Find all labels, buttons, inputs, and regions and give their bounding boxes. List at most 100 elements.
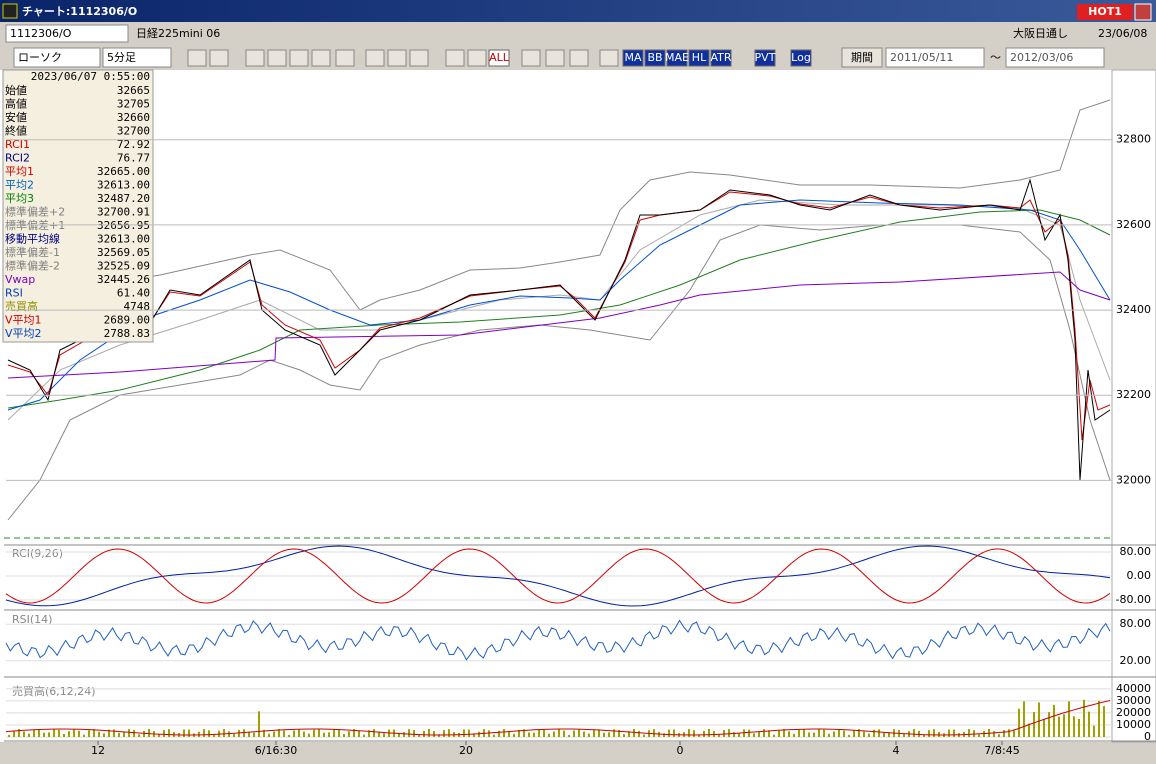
info-label: 売買高 [5, 299, 38, 313]
tool-icon[interactable] [790, 49, 812, 67]
tool-icon-label: MAE [665, 51, 689, 64]
volume-bar [128, 729, 130, 737]
tool-icon[interactable] [688, 49, 710, 67]
volume-bar [573, 730, 575, 737]
volume-bar [748, 729, 750, 737]
tool-icon[interactable] [365, 49, 385, 67]
to-date[interactable] [1005, 47, 1105, 68]
volume-bar [333, 729, 335, 737]
tool-icon[interactable] [488, 49, 510, 67]
panel-label: 売買高(6,12,24) [12, 684, 96, 698]
close-button[interactable] [1134, 3, 1152, 21]
volume-bar [428, 729, 430, 737]
session: 大阪日通し [1013, 26, 1068, 40]
volume-bar [633, 729, 635, 737]
volume-bar [818, 729, 820, 737]
volume-bar [1098, 701, 1100, 737]
tool-icon[interactable] [335, 49, 355, 67]
info-value: 32660 [117, 111, 150, 124]
tool-icon[interactable] [245, 49, 265, 67]
tool-icon[interactable] [644, 49, 666, 67]
tool-icon[interactable] [187, 49, 207, 67]
right-axis [1111, 69, 1156, 743]
volume-bar [1063, 714, 1065, 737]
volume-bar [348, 731, 350, 737]
volume-bar [328, 732, 330, 737]
tool-icon[interactable] [445, 49, 465, 67]
tool-icon[interactable] [754, 49, 776, 67]
tool-icon[interactable] [521, 49, 541, 67]
volume-bar [108, 729, 110, 737]
tool-icon[interactable] [267, 49, 287, 67]
volume-bar [953, 729, 955, 737]
tool-icon[interactable] [666, 49, 688, 67]
volume-bar [488, 730, 490, 737]
volume-bar [998, 734, 1000, 737]
chart-kind-select[interactable] [13, 47, 101, 68]
volume-bar [303, 731, 305, 737]
tool-icon-label: HL [692, 51, 707, 64]
volume-bar [1103, 706, 1105, 737]
volume-bar [508, 731, 510, 737]
info-label: 終値 [5, 124, 27, 138]
rci-short [5, 548, 1111, 604]
info-label: 標準偏差-1 [5, 245, 60, 259]
volume-bar [23, 731, 25, 737]
tool-icon-label: ATR [710, 51, 731, 64]
period-button[interactable] [841, 47, 883, 68]
volume-bar [83, 734, 85, 737]
tool-icon[interactable] [710, 49, 732, 67]
info-value: 32656.95 [97, 219, 150, 232]
volume-bar [113, 729, 115, 737]
volume-bar [688, 729, 690, 737]
volume-bar [58, 729, 60, 737]
tool-icon[interactable] [569, 49, 589, 67]
volume-bar [933, 729, 935, 737]
tool-icon[interactable] [545, 49, 565, 67]
volume-bar [638, 730, 640, 737]
volume-bar [608, 732, 610, 737]
hot-badge[interactable] [1077, 4, 1133, 20]
volume-bar [498, 730, 500, 737]
tool-icon[interactable] [289, 49, 309, 67]
tool-icon[interactable] [622, 49, 644, 67]
volume-bar [663, 733, 665, 737]
volume-bar [368, 730, 370, 737]
date-sep: 〜 [990, 51, 1001, 64]
tool-icon[interactable] [409, 49, 429, 67]
info-value: 32700 [117, 125, 150, 138]
tool-icon[interactable] [209, 49, 229, 67]
info-time: 2023/06/07 0:55:00 [31, 70, 150, 83]
volume-bar [383, 733, 385, 737]
info-label: V平均2 [5, 327, 42, 340]
info-label: 安値 [5, 110, 27, 124]
tool-icon[interactable] [599, 49, 619, 67]
volume-bar [548, 733, 550, 737]
from-date[interactable] [885, 47, 985, 68]
symbol-box[interactable] [5, 24, 129, 43]
volume-bar [103, 733, 105, 737]
volume-bar [133, 730, 135, 737]
tool-icon[interactable] [311, 49, 331, 67]
y-tick-label: 32800 [1116, 133, 1151, 146]
y-tick-label: 20000 [1116, 706, 1151, 719]
y-tick-label: -80.00 [1116, 593, 1151, 606]
volume-bar [968, 729, 970, 737]
tool-icon[interactable] [387, 49, 407, 67]
volume-bar [363, 734, 365, 737]
info-value: 32613.00 [97, 233, 150, 246]
info-label: V平均1 [5, 314, 42, 327]
volume-bar [828, 733, 830, 737]
volume-bar [873, 729, 875, 737]
tool-icon[interactable] [467, 49, 487, 67]
volume-bar [258, 711, 260, 737]
volume-bar [378, 731, 380, 737]
interval-select[interactable] [102, 47, 172, 68]
volume-bar [188, 729, 190, 737]
volume-bar [293, 730, 295, 737]
volume-bar [148, 729, 150, 737]
price [7, 178, 1111, 481]
y-tick-label: 32200 [1116, 388, 1151, 401]
volume-bar [493, 734, 495, 737]
